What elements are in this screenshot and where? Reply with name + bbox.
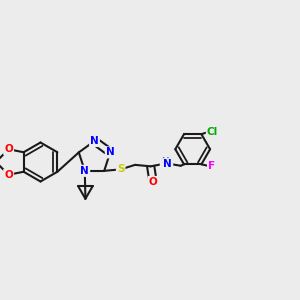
Text: S: S [117, 164, 124, 174]
Text: N: N [164, 159, 172, 169]
Text: H: H [161, 157, 168, 166]
Text: F: F [208, 161, 215, 171]
Text: O: O [149, 177, 158, 187]
Text: O: O [4, 170, 13, 180]
Text: O: O [4, 144, 13, 154]
Text: N: N [80, 166, 89, 176]
Text: N: N [90, 136, 99, 146]
Text: N: N [106, 147, 115, 158]
Text: Cl: Cl [207, 127, 218, 137]
